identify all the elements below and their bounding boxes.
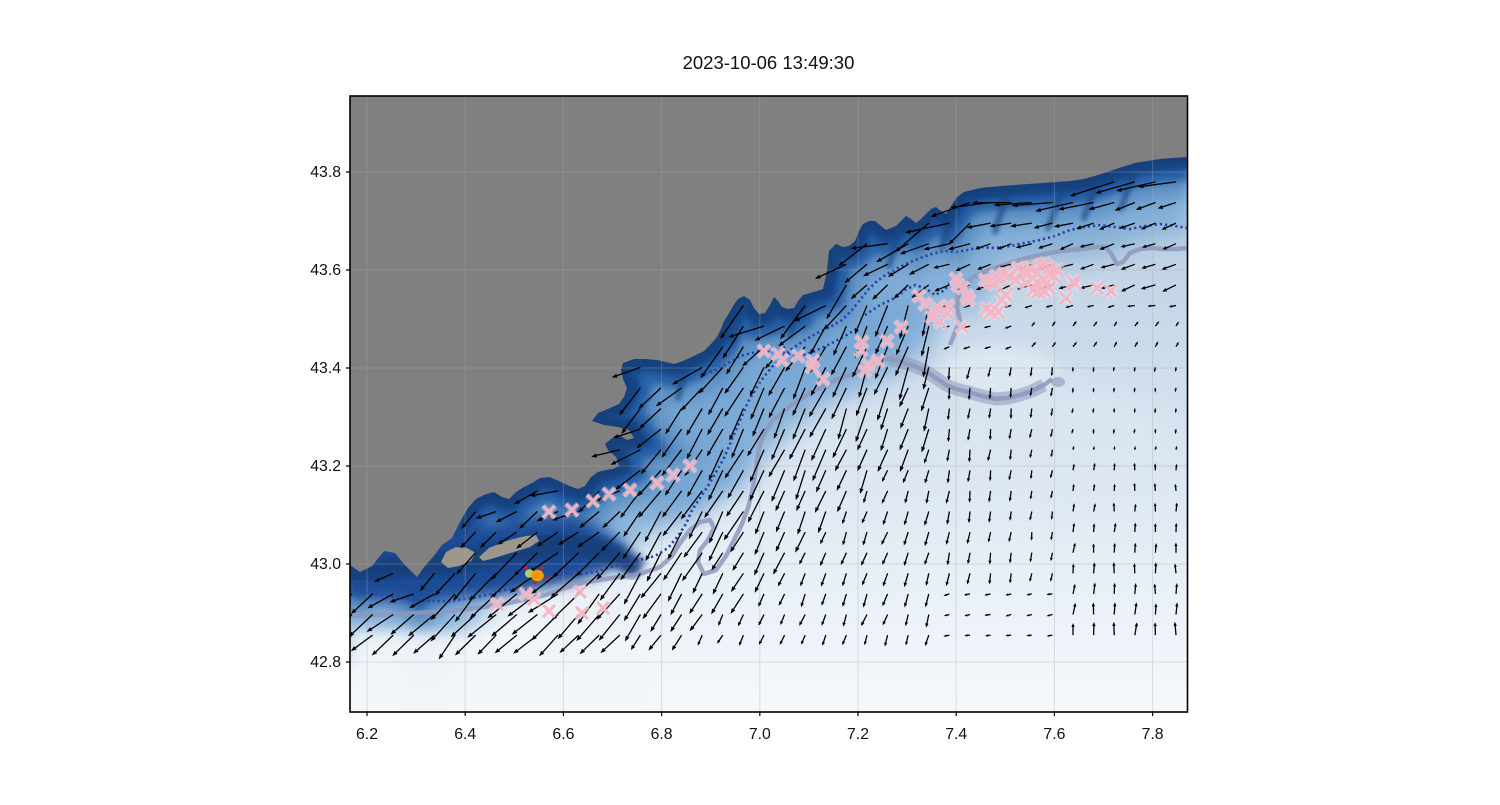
svg-text:6.8: 6.8: [651, 726, 673, 743]
svg-text:6.4: 6.4: [454, 726, 476, 743]
svg-text:7.0: 7.0: [749, 726, 771, 743]
svg-text:7.8: 7.8: [1142, 726, 1164, 743]
svg-text:43.8: 43.8: [310, 164, 341, 181]
svg-text:43.0: 43.0: [310, 556, 341, 573]
svg-text:43.4: 43.4: [310, 360, 341, 377]
svg-text:2023-10-06 13:49:30: 2023-10-06 13:49:30: [683, 52, 855, 73]
svg-text:6.6: 6.6: [552, 726, 574, 743]
svg-text:7.6: 7.6: [1043, 726, 1065, 743]
svg-text:42.8: 42.8: [310, 654, 341, 671]
svg-text:43.2: 43.2: [310, 458, 341, 475]
svg-text:43.6: 43.6: [310, 262, 341, 279]
svg-text:7.2: 7.2: [847, 726, 869, 743]
svg-text:7.4: 7.4: [945, 726, 967, 743]
svg-text:6.2: 6.2: [356, 726, 378, 743]
